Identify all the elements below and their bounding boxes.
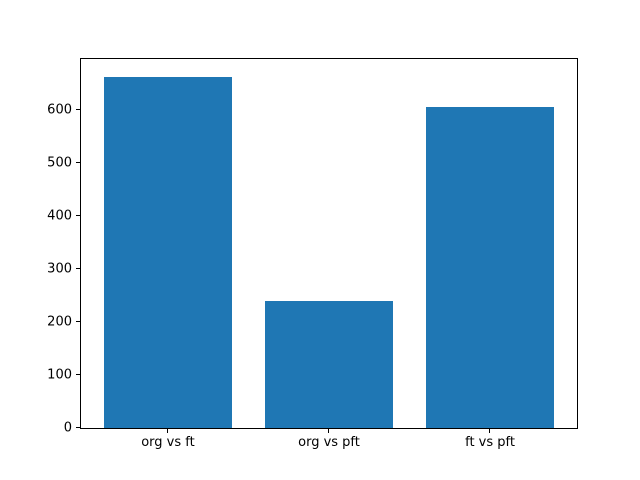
x-tick-label: ft vs pft xyxy=(465,435,515,450)
x-tick xyxy=(328,429,329,433)
y-tick-label: 0 xyxy=(63,420,72,436)
y-tick-label: 100 xyxy=(47,367,72,383)
x-tick xyxy=(489,429,491,433)
y-tick xyxy=(76,161,80,163)
y-tick xyxy=(76,214,80,216)
y-tick-label: 200 xyxy=(47,314,72,330)
y-tick xyxy=(76,427,80,428)
y-tick xyxy=(76,108,80,110)
y-tick-label: 300 xyxy=(47,261,72,277)
x-tick xyxy=(166,429,168,433)
y-tick xyxy=(76,320,80,322)
y-tick xyxy=(76,373,80,375)
plot-area: org vs ft org vs pft ft vs pft 0 100 200 300 40… xyxy=(47,58,578,449)
y-tick-label: 600 xyxy=(47,102,72,118)
y-tick-label: 400 xyxy=(47,208,72,224)
bar-org-vs-pft xyxy=(264,301,394,428)
bar-org-vs-ft xyxy=(103,76,233,428)
x-tick-label: org vs ft xyxy=(141,435,195,450)
y-tick xyxy=(76,267,80,269)
y-tick-label: 500 xyxy=(47,155,72,171)
bar-ft-vs-pft xyxy=(425,106,555,428)
x-tick-label: org vs pft xyxy=(298,435,360,450)
